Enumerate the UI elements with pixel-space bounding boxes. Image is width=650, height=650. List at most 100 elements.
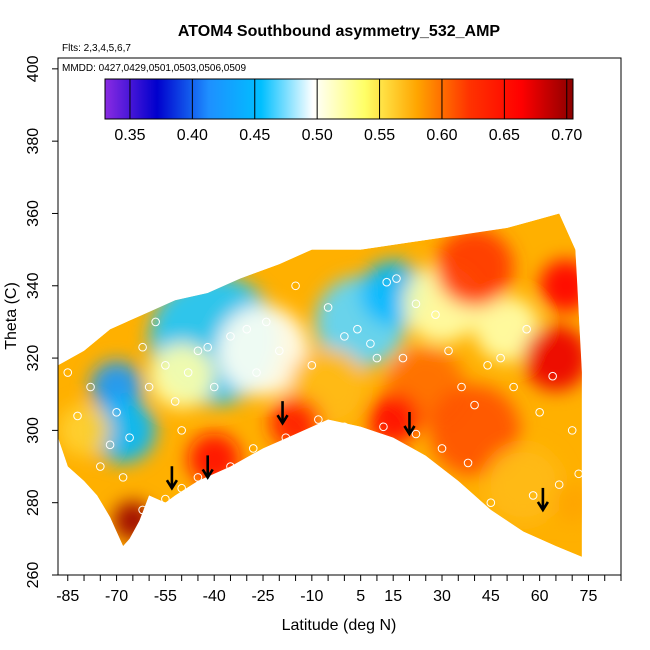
observation-point <box>291 281 300 291</box>
field-blob <box>552 483 582 523</box>
x-tick-label: -40 <box>203 588 226 605</box>
observation-point <box>193 346 203 356</box>
y-tick-label: 260 <box>25 562 42 589</box>
observation-point <box>252 368 261 377</box>
observation-point <box>470 400 479 410</box>
observation-point <box>261 317 271 327</box>
observation-point <box>274 346 284 356</box>
observation-point <box>567 426 577 435</box>
y-tick-label: 380 <box>25 128 42 155</box>
observation-point <box>151 317 160 327</box>
observation-point <box>411 429 421 439</box>
observation-point <box>73 411 82 421</box>
observation-point <box>411 299 421 309</box>
field-blobs <box>58 228 582 541</box>
observation-point <box>528 491 538 500</box>
arrow-marker <box>276 401 289 426</box>
observation-point <box>177 483 186 493</box>
x-tick-label: 5 <box>356 588 365 605</box>
colorbar-ticks: 0.35 0.40 0.45 0.50 0.55 0.60 0.65 0.70 <box>114 79 582 144</box>
colorbar-gradient <box>104 78 574 120</box>
x-tick-label: 45 <box>482 588 500 605</box>
observation-point <box>574 469 583 479</box>
dates-label: MMDD: 0427,0429,0501,0503,0506,0509 <box>62 63 246 74</box>
field-blob <box>435 228 514 307</box>
x-tick-label: -55 <box>154 588 177 605</box>
observation-point <box>340 422 349 432</box>
observation-point <box>496 353 505 363</box>
y-tick-label: 320 <box>25 345 42 372</box>
arrow-marker <box>165 466 179 491</box>
colorbar-tick-label: 0.45 <box>239 127 270 144</box>
colorbar: 0.35 0.40 0.45 0.50 0.55 0.60 0.65 0.70 <box>104 78 582 144</box>
observation-point <box>307 361 317 370</box>
colorbar-tick-label: 0.70 <box>551 127 582 144</box>
arrow-marker <box>536 487 549 513</box>
field-blob <box>58 404 111 457</box>
observation-point <box>105 440 115 450</box>
observation-point <box>398 353 408 363</box>
observation-point <box>548 371 557 381</box>
field-blob <box>474 296 540 362</box>
observation-point <box>431 310 440 319</box>
observation-point <box>522 324 531 334</box>
field-blob <box>428 384 521 476</box>
colorbar-tick-label: 0.50 <box>302 127 333 144</box>
observation-point <box>193 473 203 482</box>
observation-point <box>226 332 235 341</box>
flights-label: Flts: 2,3,4,5,6,7 <box>62 43 131 54</box>
observation-point <box>138 505 147 515</box>
observation-point <box>483 361 492 370</box>
observation-point <box>183 368 193 377</box>
observation-point <box>209 382 219 392</box>
observation-point <box>379 422 388 432</box>
observation-point <box>138 342 147 352</box>
observation-point <box>63 368 73 377</box>
x-tick-label: 60 <box>531 588 549 605</box>
y-tick-label: 280 <box>25 489 42 516</box>
arrow-markers <box>165 401 549 513</box>
y-tick-label: 300 <box>25 417 42 444</box>
observation-point <box>177 426 186 435</box>
x-tick-label: -25 <box>251 588 274 605</box>
observation-point <box>463 458 473 468</box>
field-blob <box>217 305 309 397</box>
colorbar-tick-label: 0.35 <box>114 127 145 144</box>
observation-point <box>314 415 323 424</box>
observation-point <box>382 277 391 287</box>
observation-points <box>63 274 583 515</box>
observation-point <box>535 408 544 417</box>
observation-point <box>144 382 154 392</box>
observation-point <box>444 346 453 356</box>
field-blob <box>367 393 420 446</box>
observation-point <box>392 274 401 283</box>
observation-point <box>161 494 170 504</box>
x-tick-label: -70 <box>105 588 128 605</box>
observation-point <box>242 324 252 334</box>
observation-point <box>353 324 362 334</box>
field-blob <box>484 445 563 524</box>
observation-point <box>125 433 134 442</box>
observation-point <box>366 339 375 348</box>
observation-point <box>554 480 564 489</box>
observation-point <box>118 473 128 482</box>
colorbar-tick-label: 0.40 <box>177 127 208 144</box>
colorbar-tick-label: 0.65 <box>489 127 520 144</box>
observation-point <box>281 433 291 442</box>
colorbar-tick-label: 0.60 <box>426 127 457 144</box>
y-axis-label: Theta (C) <box>3 282 20 350</box>
chart-title: ATOM4 Southbound asymmetry_532_AMP <box>178 23 500 40</box>
observation-point <box>486 498 496 507</box>
observation-point <box>96 462 105 471</box>
observation-point <box>323 303 333 312</box>
observation-point <box>437 444 447 453</box>
observation-point <box>340 332 349 341</box>
observation-point <box>112 408 121 417</box>
y-axis: 260 280 300 320 340 360 380 400 <box>25 55 58 588</box>
x-axis: -85 -70 -55 -40 -25 -10 5 15 30 45 60 75 <box>56 575 622 605</box>
observation-point <box>161 361 170 370</box>
x-tick-label: 30 <box>433 588 451 605</box>
observation-point <box>372 353 382 363</box>
arrow-marker <box>403 412 416 437</box>
